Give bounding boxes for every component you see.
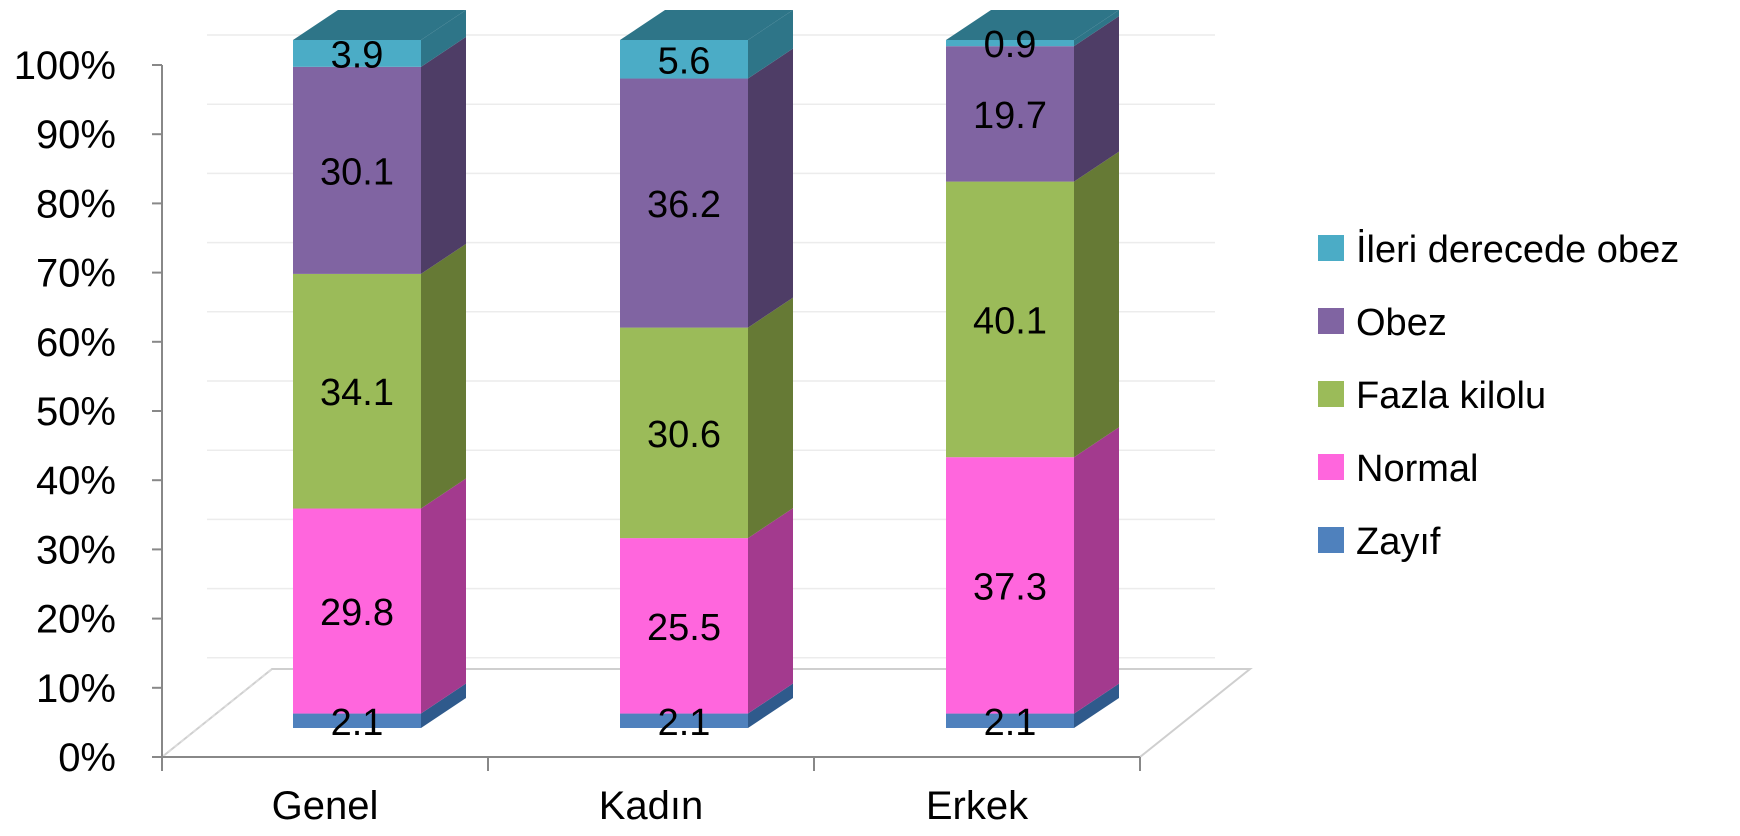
bar-segment-side — [421, 478, 466, 714]
bar-segment — [620, 538, 748, 714]
bar-segment — [946, 181, 1074, 458]
data-label: 37.3 — [973, 566, 1047, 608]
category-label: Erkek — [926, 784, 1029, 828]
bar-segment-side — [1074, 16, 1119, 182]
bar-segment-side — [1074, 151, 1119, 458]
y-tick-label: 90% — [36, 113, 116, 157]
y-tick-label: 60% — [36, 321, 116, 365]
data-label: 0.9 — [984, 24, 1037, 66]
bar-segment — [946, 46, 1074, 182]
bar-segment — [293, 66, 421, 274]
bar-segment-side — [1074, 427, 1119, 714]
bar-segment-side — [421, 10, 466, 67]
bars — [293, 10, 1119, 728]
data-label: 25.5 — [647, 607, 721, 649]
legend-label: Obez — [1356, 302, 1447, 344]
data-labels: 2.1 29.8 34.1 30.1 3.9 2.1 25.5 30.6 36.2 5.6 2.1 3… — [320, 24, 1047, 744]
data-label: 3.9 — [331, 34, 384, 76]
bar-segment — [620, 327, 748, 539]
bar-segment — [293, 713, 421, 728]
y-tick-label: 30% — [36, 528, 116, 572]
bar-segment-side — [748, 48, 793, 328]
bar-segment — [293, 508, 421, 714]
legend-label: Zayıf — [1356, 521, 1441, 563]
legend-label: İleri derecede obez — [1356, 228, 1679, 271]
legend-label: Normal — [1356, 448, 1478, 490]
y-tick-label: 40% — [36, 459, 116, 503]
legend-swatch — [1318, 235, 1344, 261]
bar-segment-side — [1074, 683, 1119, 728]
data-label: 19.7 — [973, 95, 1047, 137]
y-tick-label: 0% — [58, 736, 116, 780]
bar-segment-side — [748, 508, 793, 714]
data-label: 29.8 — [320, 592, 394, 634]
bar-segment — [620, 713, 748, 728]
category-label: Genel — [272, 784, 379, 828]
bar-segment-side — [421, 36, 466, 274]
axes: 0% 10% 20% 30% 40% 50% 60% 70% 80% 90% 100% Genel Ka… — [14, 44, 1141, 828]
bar-segment — [620, 40, 748, 79]
bar-segment — [946, 713, 1074, 728]
bar-segment — [293, 40, 421, 67]
y-tick-label: 20% — [36, 598, 116, 642]
y-tick-label: 10% — [36, 667, 116, 711]
bar-segment — [946, 457, 1074, 714]
y-tick-label: 50% — [36, 390, 116, 434]
y-tick-label: 100% — [14, 44, 116, 88]
bar-segment-side — [748, 683, 793, 728]
data-label: 40.1 — [973, 300, 1047, 342]
bar-segment — [620, 78, 748, 328]
legend-swatch — [1318, 308, 1344, 334]
legend-label: Fazla kilolu — [1356, 375, 1546, 417]
data-label: 5.6 — [658, 40, 711, 82]
data-label: 36.2 — [647, 184, 721, 226]
bar-segment-side — [421, 243, 466, 509]
bar-segment-side — [748, 297, 793, 539]
data-label: 30.1 — [320, 151, 394, 193]
legend-swatch — [1318, 527, 1344, 553]
bar-segment-side — [748, 10, 793, 79]
bar-segment-side — [421, 683, 466, 728]
bar-segment-side — [1074, 10, 1119, 47]
y-tick-label: 70% — [36, 252, 116, 296]
bar-segment — [293, 273, 421, 509]
bar-top-face — [620, 10, 793, 40]
data-label: 2.1 — [984, 702, 1037, 744]
bar-segment — [946, 40, 1074, 47]
category-label: Kadın — [599, 784, 704, 828]
data-label: 2.1 — [331, 702, 384, 744]
data-label: 34.1 — [320, 372, 394, 414]
data-label: 2.1 — [658, 702, 711, 744]
legend: İleri derecede obez Obez Fazla kilolu Norma… — [1318, 228, 1679, 563]
bar-top-face — [293, 10, 466, 40]
data-label: 30.6 — [647, 414, 721, 456]
y-tick-label: 80% — [36, 182, 116, 226]
legend-swatch — [1318, 381, 1344, 407]
bar-top-face — [946, 10, 1119, 40]
legend-swatch — [1318, 454, 1344, 480]
